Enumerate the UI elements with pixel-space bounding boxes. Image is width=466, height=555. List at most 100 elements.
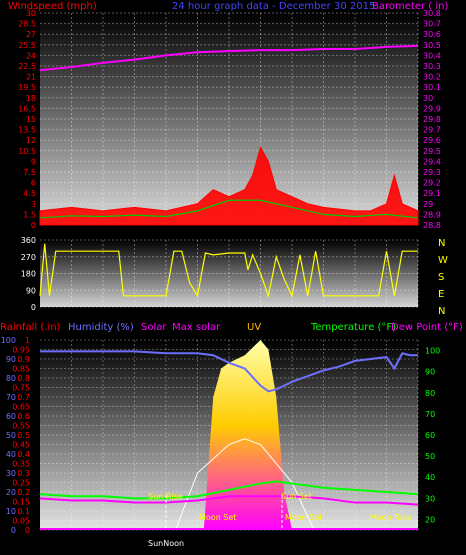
temp-tick-2: 40 bbox=[425, 473, 435, 482]
humidity-y-ticks: 0 10 20 30 40 50 60 70 80 90 100 bbox=[1, 336, 16, 535]
temp-tick-1: 30 bbox=[425, 494, 435, 503]
climate-x-tick-7: 16 bbox=[287, 539, 297, 548]
windspeed-series bbox=[39, 145, 419, 226]
wind-tick-0: 0 bbox=[31, 221, 36, 230]
wind-tick-12: 18 bbox=[26, 94, 36, 103]
wind-x-tick-1: 04 bbox=[98, 230, 108, 239]
moon-rise-label: Moon Rise bbox=[370, 513, 411, 522]
wind-tick-20: 30 bbox=[26, 9, 36, 18]
climate-x-tick-5: 12 bbox=[224, 539, 234, 548]
moon-set-label-1: Moon Set bbox=[199, 513, 236, 522]
baro-tick-10: 29.8 bbox=[423, 115, 441, 124]
compass-1: W bbox=[438, 255, 448, 266]
wind-tick-14: 21 bbox=[26, 73, 36, 82]
wind-x-tick-2: 06 bbox=[129, 230, 139, 239]
date-title: 24 hour graph data - December 30 2015 bbox=[172, 1, 375, 12]
climate-x-tick-8: 18 bbox=[318, 539, 328, 548]
rain-tick-3: 0.15 bbox=[12, 498, 30, 507]
humidity-tick-1: 10 bbox=[6, 507, 16, 516]
climate-series bbox=[39, 340, 419, 531]
dew-point-series bbox=[39, 495, 419, 506]
direction-grid bbox=[40, 239, 419, 308]
dew-axis-title: Dew Point (°F) bbox=[391, 322, 463, 333]
rain-y-ticks: 00.050.10.150.20.250.30.350.40.450.50.55… bbox=[12, 336, 30, 535]
direction-tick-0: 0 bbox=[31, 303, 36, 312]
rain-tick-6: 0.3 bbox=[17, 469, 30, 478]
gust-series bbox=[39, 199, 419, 219]
climate-x-ticks: 02 04 06 08 10 12 14 16 18 20 22 00 bbox=[66, 539, 423, 548]
wind-baro-series bbox=[39, 44, 419, 226]
baro-tick-13: 30.1 bbox=[423, 83, 441, 92]
rain-tick-1: 0.05 bbox=[12, 517, 30, 526]
baro-tick-15: 30.3 bbox=[423, 62, 441, 71]
rain-tick-14: 0.7 bbox=[17, 393, 30, 402]
direction-tick-4: 360 bbox=[21, 236, 36, 245]
temp-tick-3: 50 bbox=[425, 452, 435, 461]
wind-x-tick-7: 16 bbox=[287, 230, 297, 239]
baro-tick-0: 28.8 bbox=[423, 221, 441, 230]
humidity-tick-6: 60 bbox=[6, 412, 16, 421]
humidity-tick-3: 30 bbox=[6, 469, 16, 478]
baro-tick-8: 29.6 bbox=[423, 136, 441, 145]
rain-tick-13: 0.65 bbox=[12, 403, 30, 412]
compass-2: S bbox=[438, 272, 444, 283]
baro-tick-9: 29.7 bbox=[423, 126, 441, 135]
sun-noon-label: SunNoon bbox=[148, 539, 184, 548]
climate-x-tick-1: 04 bbox=[98, 539, 108, 548]
climate-x-tick-4: 10 bbox=[192, 539, 202, 548]
climate-x-tick-3: 08 bbox=[161, 539, 171, 548]
compass-0: N bbox=[438, 238, 445, 249]
direction-tick-2: 180 bbox=[21, 270, 36, 279]
humidity-tick-7: 70 bbox=[6, 393, 16, 402]
sun-set-label: Sun Set bbox=[281, 492, 312, 501]
baro-tick-2: 29 bbox=[423, 200, 433, 209]
climate-x-tick-10: 22 bbox=[381, 539, 391, 548]
temp-tick-0: 20 bbox=[425, 515, 435, 524]
rain-tick-19: 0.95 bbox=[12, 346, 30, 355]
wind-tick-5: 7.5 bbox=[23, 168, 36, 177]
rain-tick-4: 0.2 bbox=[17, 488, 30, 497]
max-solar-title: Max solar bbox=[172, 322, 221, 333]
wind-tick-8: 12 bbox=[26, 136, 36, 145]
temp-tick-7: 90 bbox=[425, 368, 435, 377]
compass-3: E bbox=[438, 289, 444, 300]
wind-tick-4: 6 bbox=[31, 179, 36, 188]
baro-tick-6: 29.4 bbox=[423, 157, 441, 166]
rain-tick-17: 0.85 bbox=[12, 365, 30, 374]
baro-tick-20: 30.8 bbox=[423, 9, 441, 18]
wind-grid bbox=[40, 12, 419, 226]
baro-tick-3: 29.1 bbox=[423, 189, 441, 198]
solar-title: Solar bbox=[141, 322, 167, 333]
wind-tick-19: 28.5 bbox=[18, 20, 36, 29]
wind-tick-16: 24 bbox=[26, 51, 36, 60]
rain-tick-20: 1 bbox=[25, 336, 30, 345]
humidity-tick-10: 100 bbox=[1, 336, 16, 345]
wind-tick-17: 25.5 bbox=[18, 41, 36, 50]
baro-tick-11: 29.9 bbox=[423, 104, 441, 113]
baro-tick-14: 30.2 bbox=[423, 73, 441, 82]
wind-tick-10: 15 bbox=[26, 115, 36, 124]
humidity-tick-4: 40 bbox=[6, 450, 16, 459]
sun-rise-label: Sun Rise bbox=[148, 492, 183, 501]
uv-title: UV bbox=[247, 322, 261, 333]
temp-tick-6: 80 bbox=[425, 389, 435, 398]
wind-x-tick-3: 08 bbox=[161, 230, 171, 239]
humidity-tick-9: 90 bbox=[6, 355, 16, 364]
baro-y-ticks: 28.8 28.929 29.129.2 29.3 29.429.5 29.629.7 29… bbox=[423, 9, 441, 230]
baro-tick-17: 30.5 bbox=[423, 41, 441, 50]
direction-tick-1: 90 bbox=[26, 286, 36, 295]
baro-tick-5: 29.3 bbox=[423, 168, 441, 177]
wind-x-tick-11: 00 bbox=[413, 230, 423, 239]
temp-axis-title: Temperature (°F) bbox=[310, 322, 396, 333]
rain-tick-8: 0.4 bbox=[17, 450, 30, 459]
humidity-axis-title: Humidity (%) bbox=[68, 322, 134, 333]
rain-tick-9: 0.45 bbox=[12, 441, 30, 450]
wind-tick-15: 22.5 bbox=[18, 62, 36, 71]
humidity-tick-2: 20 bbox=[6, 488, 16, 497]
climate-x-tick-6: 14 bbox=[255, 539, 265, 548]
climate-x-tick-2: 06 bbox=[129, 539, 139, 548]
climate-x-tick-0: 02 bbox=[66, 539, 76, 548]
